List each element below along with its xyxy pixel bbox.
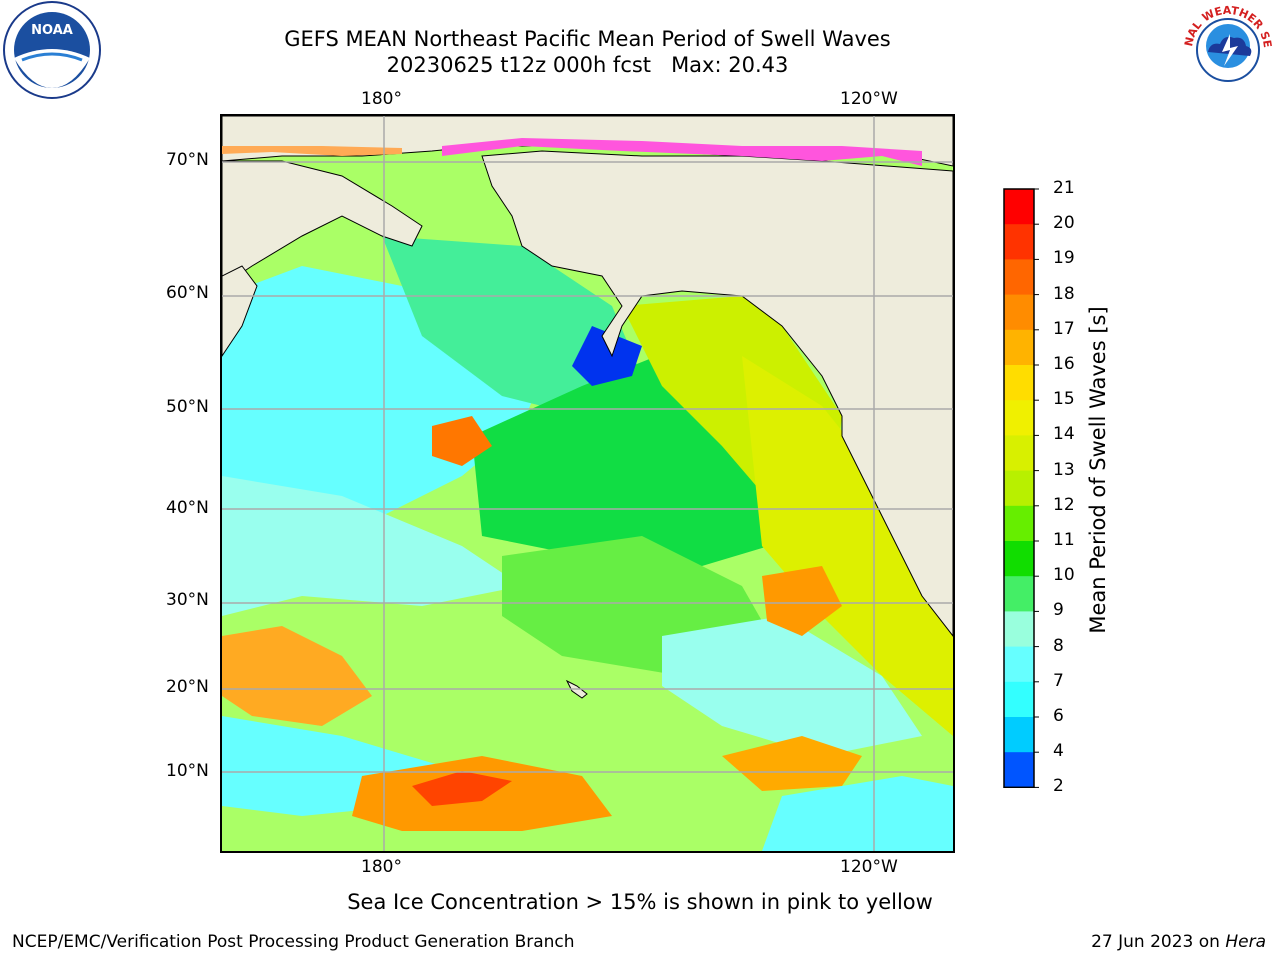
colorbar-tick-label: 21	[1053, 178, 1075, 198]
noaa-logo: NOAA	[2, 0, 102, 100]
colorbar-swatch	[1004, 505, 1034, 542]
map-panel	[220, 114, 955, 853]
colorbar-tick-label: 4	[1053, 741, 1064, 762]
colorbar-title-text: Mean Period of Swell Waves [s]	[1086, 306, 1110, 634]
lon-top-label-120w: 120°W	[840, 89, 898, 109]
colorbar-tick-label: 13	[1053, 459, 1075, 480]
lat-label-40n: 40°N	[166, 498, 209, 518]
lat-label-50n: 50°N	[166, 397, 209, 417]
colorbar-tick-label: 20	[1053, 213, 1075, 234]
graticule	[222, 116, 953, 851]
colorbar-tick-label: 9	[1053, 600, 1064, 621]
lat-label-30n: 30°N	[166, 590, 209, 610]
colorbar-swatch	[1004, 259, 1034, 296]
colorbar-swatch	[1004, 224, 1034, 260]
colorbar-swatches	[1003, 188, 1039, 817]
colorbar-tick-label: 7	[1053, 670, 1064, 691]
field-lightcyan-west	[222, 476, 522, 616]
lat-label-10n: 10°N	[166, 761, 209, 781]
footer-credit: NCEP/EMC/Verification Post Processing Pr…	[12, 932, 575, 952]
colorbar-tick-label: 14	[1053, 424, 1075, 445]
colorbar-swatch	[1004, 681, 1034, 718]
swell-period-map	[222, 116, 953, 851]
colorbar-tick-label: 19	[1053, 248, 1075, 269]
colorbar-swatch	[1004, 470, 1034, 507]
colorbar-tick-label: 15	[1053, 389, 1075, 410]
colorbar-swatch	[1004, 294, 1034, 331]
colorbar-tick-label: 17	[1053, 318, 1075, 339]
land-kamchatka	[222, 265, 258, 357]
colorbar-tick-label: 8	[1053, 635, 1064, 656]
colorbar-tick-label: 12	[1053, 494, 1075, 515]
colorbar-swatch	[1004, 717, 1034, 753]
land-chukotka	[222, 160, 423, 287]
field-orange-30n	[762, 566, 842, 636]
field-lightcyan-east	[662, 616, 922, 756]
colorbar-swatch	[1004, 189, 1034, 225]
nws-logo: NATIONAL WEATHER SERVICE	[1173, 0, 1278, 100]
colorbar-tick-label: 11	[1053, 530, 1075, 550]
title-line-2: 20230625 t12z 000h fcst Max: 20.43	[386, 53, 789, 77]
colorbar-tick-label: 6	[1053, 706, 1064, 726]
lat-label-20n: 20°N	[166, 677, 209, 697]
colorbar-swatch	[1004, 400, 1034, 436]
field-blue-alaska	[572, 326, 642, 386]
title-line-1: GEFS MEAN Northeast Pacific Mean Period …	[284, 27, 891, 51]
colorbar-swatch	[1004, 541, 1034, 577]
colorbar	[1003, 188, 1039, 817]
colorbar-swatch	[1004, 365, 1034, 401]
lon-bottom-label-180: 180°	[361, 857, 402, 877]
footer-date-text: 27 Jun 2023 on	[1091, 932, 1226, 952]
svg-text:NOAA: NOAA	[31, 23, 73, 38]
colorbar-tick-label: 10	[1053, 565, 1075, 586]
field-yellow-coast	[742, 356, 953, 736]
colorbar-swatch	[1004, 611, 1034, 648]
colorbar-swatch	[1004, 435, 1034, 472]
sea-ice-fringe	[442, 138, 922, 166]
chart-title: GEFS MEAN Northeast Pacific Mean Period …	[220, 26, 955, 78]
colorbar-swatch	[1004, 646, 1034, 683]
lat-label-60n: 60°N	[166, 283, 209, 303]
colorbar-tick-label: 16	[1053, 354, 1075, 374]
colorbar-tick-label: 18	[1053, 283, 1075, 304]
footer-date: 27 Jun 2023 on Hera	[1091, 932, 1266, 952]
land-north-america	[481, 150, 953, 637]
footer-machine: Hera	[1225, 932, 1266, 952]
lon-top-label-180: 180°	[361, 89, 402, 109]
field-cyan-southeast	[762, 776, 953, 851]
colorbar-swatch	[1004, 329, 1034, 366]
field-orange-east	[722, 736, 862, 791]
field-orange-west	[222, 626, 372, 726]
lat-label-70n: 70°N	[166, 150, 209, 170]
field-red-south	[412, 771, 512, 806]
colorbar-tick-label: 2	[1053, 776, 1064, 797]
colorbar-swatch	[1004, 576, 1034, 612]
field-red-aleutian	[432, 416, 492, 466]
sea-ice-note: Sea Ice Concentration > 15% is shown in …	[347, 890, 933, 914]
colorbar-swatch	[1004, 752, 1034, 788]
lon-bottom-label-120w: 120°W	[840, 857, 898, 877]
sea-ice-orange	[222, 146, 402, 156]
